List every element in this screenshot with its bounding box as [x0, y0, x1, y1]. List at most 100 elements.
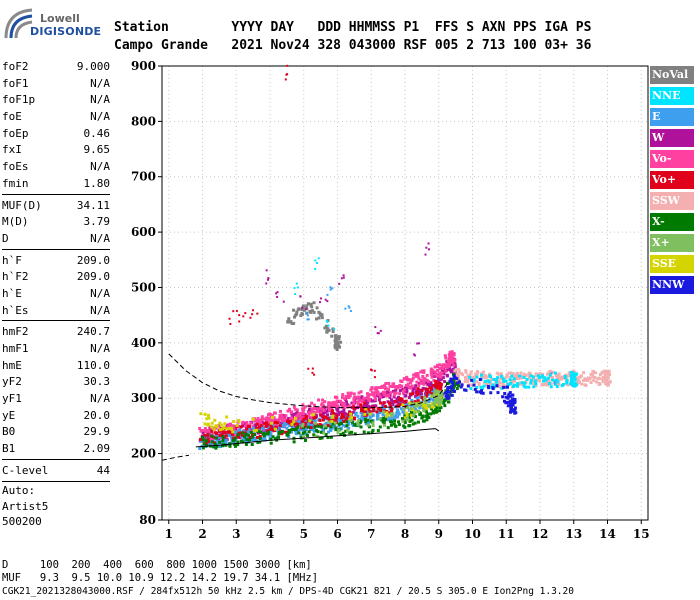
echo-point [516, 382, 520, 386]
echo-point [411, 413, 415, 417]
echo-point [313, 416, 317, 420]
echo-point [477, 381, 481, 385]
sparse-echo-point [342, 274, 345, 277]
param-divider [2, 480, 110, 482]
echo-point [301, 416, 305, 420]
echo-point [364, 413, 368, 417]
echo-point [319, 313, 323, 317]
echo-point [428, 390, 432, 394]
echo-point [447, 353, 451, 357]
echo-point [230, 436, 234, 440]
echo-point [429, 396, 433, 400]
echo-point [404, 384, 408, 388]
echo-point [347, 422, 351, 426]
echo-point [289, 430, 293, 434]
echo-point [402, 388, 406, 392]
echo-point [534, 379, 538, 383]
echo-point [329, 425, 333, 429]
echo-point [286, 419, 290, 423]
echo-point [364, 422, 368, 426]
echo-point [213, 442, 217, 446]
echo-point [378, 408, 382, 412]
echo-point [601, 375, 605, 379]
echo-point [292, 315, 296, 319]
echo-point [536, 374, 540, 378]
echo-point [332, 400, 336, 404]
echo-point [203, 427, 207, 431]
echo-point [509, 410, 513, 414]
echo-point [333, 395, 337, 399]
echo-point [295, 312, 299, 316]
echo-point [450, 393, 454, 397]
echo-point [427, 403, 431, 407]
sparse-echo-point [370, 369, 373, 372]
echo-point [535, 378, 539, 382]
echo-point [545, 372, 549, 376]
sparse-echo-point [276, 295, 279, 298]
echo-point [315, 306, 319, 310]
echo-point [435, 384, 439, 388]
echo-point [420, 416, 424, 420]
echo-point [446, 395, 450, 399]
echo-point [371, 391, 375, 395]
echo-point [402, 391, 406, 395]
sparse-echo-point [553, 382, 556, 385]
echo-point [422, 419, 426, 423]
echo-point [400, 397, 404, 401]
echo-point [353, 395, 357, 399]
echo-point [335, 337, 339, 341]
echo-point [320, 402, 324, 406]
echo-point [375, 394, 379, 398]
echo-point [449, 370, 453, 374]
echo-point [544, 378, 548, 382]
y-tick-label: 200 [131, 447, 156, 461]
echo-point [413, 404, 417, 408]
echo-point [326, 430, 330, 434]
echo-point [366, 418, 370, 422]
echo-point [416, 420, 420, 424]
echo-point [389, 409, 393, 413]
echo-point [567, 371, 571, 375]
sparse-echo-point [276, 291, 279, 294]
echo-point [378, 425, 382, 429]
echo-point [345, 405, 349, 409]
echo-point [367, 397, 371, 401]
echo-point [268, 427, 272, 431]
echo-point [606, 380, 610, 384]
echo-point [227, 430, 231, 434]
sparse-echo-point [320, 297, 323, 300]
echo-point [359, 403, 363, 407]
echo-point [312, 310, 316, 314]
echo-point [531, 375, 535, 379]
echo-point [261, 429, 265, 433]
echo-point [285, 426, 289, 430]
echo-point [206, 437, 210, 441]
echo-point [495, 384, 499, 388]
echo-point [326, 407, 330, 411]
echo-point [473, 387, 477, 391]
echo-point [298, 421, 302, 425]
echo-point [300, 414, 304, 418]
echo-point [408, 419, 412, 423]
echo-point [234, 438, 238, 442]
echo-point [337, 424, 341, 428]
echo-point [304, 415, 308, 419]
echo-point [375, 417, 379, 421]
echo-point [359, 390, 363, 394]
echo-point [475, 380, 479, 384]
echo-point [376, 429, 380, 433]
echo-point [416, 392, 420, 396]
sparse-echo-point [311, 367, 314, 370]
echo-point [418, 395, 422, 399]
echo-point [366, 431, 370, 435]
echo-point [470, 383, 474, 387]
echo-point [395, 411, 399, 415]
sparse-echo-point [374, 326, 377, 329]
echo-point [370, 399, 374, 403]
echo-point [464, 376, 468, 380]
x-tick-label: 9 [435, 527, 443, 541]
echo-point [199, 437, 203, 441]
param-value: 209.0 [76, 253, 110, 267]
param-row: fmin 1.80 [2, 175, 110, 192]
echo-point [302, 435, 306, 439]
